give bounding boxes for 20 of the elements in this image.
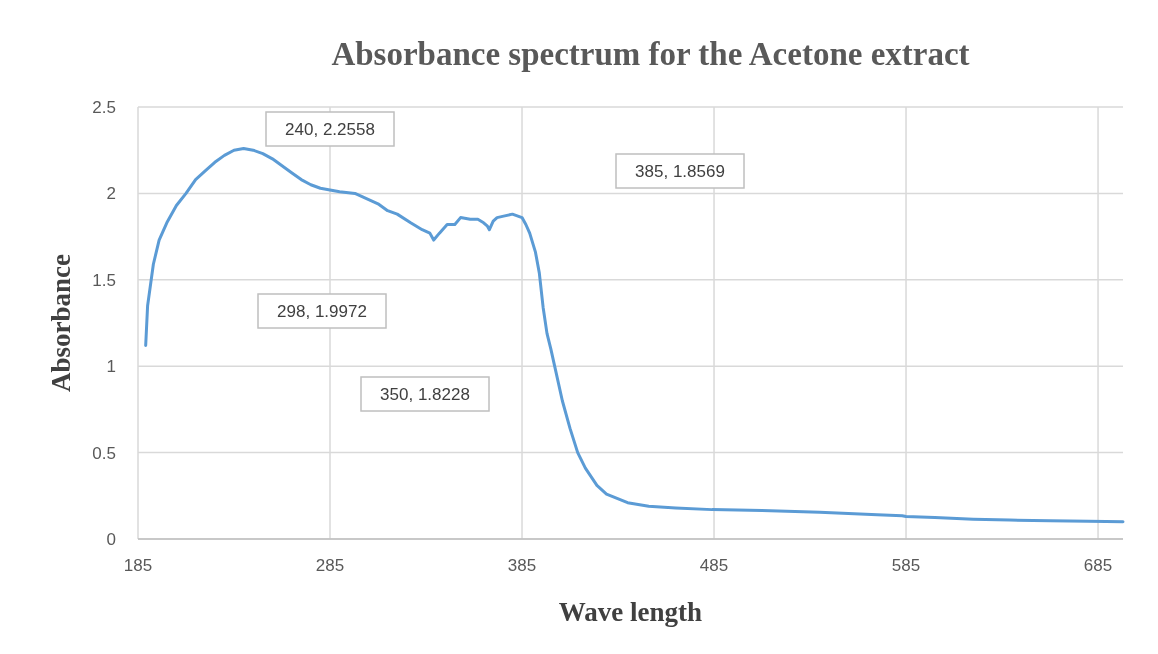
x-tick-label: 685 [1083,556,1113,575]
y-tick-label: 1 [106,357,116,377]
chart-title: Absorbance spectrum for the Acetone extract [331,36,970,72]
y-tick-label: 0.5 [92,443,116,463]
annotation: 350, 1.8228 [380,385,470,404]
x-tick-label: 285 [315,556,345,575]
x-tick-label: 485 [699,556,729,575]
x-tick-label: 385 [507,556,537,575]
y-tick-label: 1.5 [92,270,116,290]
annotation: 240, 2.2558 [285,120,375,139]
annotation: 298, 1.9972 [277,302,367,321]
y-axis-title: Absorbance [46,253,76,393]
x-tick-label: 185 [123,556,153,575]
y-tick-label: 2 [106,184,116,204]
line-series [144,146,1125,524]
x-tick-label: 585 [891,556,921,575]
x-axis-title: Wave length [558,597,703,627]
annotation: 385, 1.8569 [635,162,725,181]
y-tick-label: 2.5 [92,98,116,117]
y-tick-label: 0 [106,530,116,549]
